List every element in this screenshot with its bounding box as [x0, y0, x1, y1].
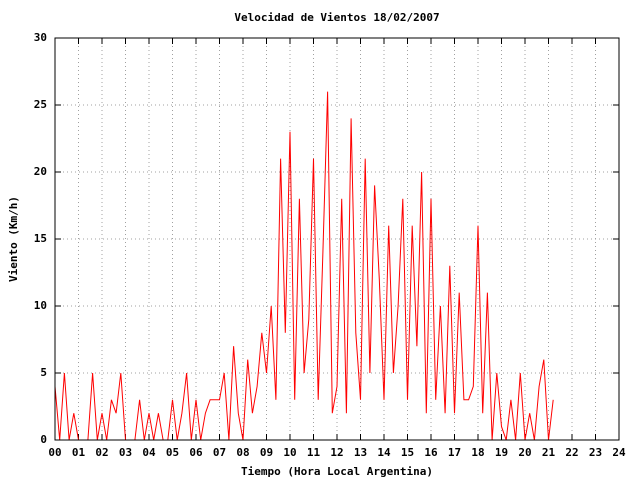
x-tick-label: 19	[495, 446, 508, 459]
x-tick-label: 17	[448, 446, 461, 459]
plot-frame	[54, 37, 620, 441]
x-tick-label: 07	[213, 446, 226, 459]
chart-title: Velocidad de Vientos 18/02/2007	[234, 11, 439, 24]
x-tick-label: 14	[377, 446, 391, 459]
y-tick-label: 25	[34, 98, 47, 111]
x-tick-label: 13	[354, 446, 367, 459]
x-tick-label: 20	[518, 446, 531, 459]
wind-line	[54, 91, 554, 441]
x-tick-label: 12	[330, 446, 343, 459]
x-tick-label: 02	[95, 446, 108, 459]
x-tick-label: 24	[612, 446, 626, 459]
y-tick-label: 15	[34, 232, 47, 245]
x-tick-label: 09	[260, 446, 273, 459]
y-tick-label: 20	[34, 165, 47, 178]
x-tick-label: 11	[307, 446, 321, 459]
y-tick-label: 10	[34, 299, 47, 312]
x-tick-label: 05	[166, 446, 179, 459]
x-tick-label: 15	[401, 446, 414, 459]
x-tick-label: 00	[48, 446, 61, 459]
y-tick-label: 5	[40, 366, 47, 379]
y-axis-label: Viento (Km/h)	[7, 196, 20, 282]
x-tick-label: 18	[471, 446, 484, 459]
x-axis-label: Tiempo (Hora Local Argentina)	[241, 465, 433, 478]
x-tick-label: 06	[189, 446, 203, 459]
x-tick-label: 16	[424, 446, 438, 459]
x-tick-label: 23	[589, 446, 602, 459]
y-tick-label: 0	[40, 433, 47, 446]
x-tick-label: 01	[72, 446, 86, 459]
x-tick-label: 22	[565, 446, 578, 459]
x-tick-label: 10	[283, 446, 296, 459]
x-tick-label: 21	[542, 446, 556, 459]
y-tick-label: 30	[34, 31, 47, 44]
x-tick-label: 08	[236, 446, 249, 459]
x-tick-label: 03	[119, 446, 132, 459]
x-tick-label: 04	[142, 446, 156, 459]
